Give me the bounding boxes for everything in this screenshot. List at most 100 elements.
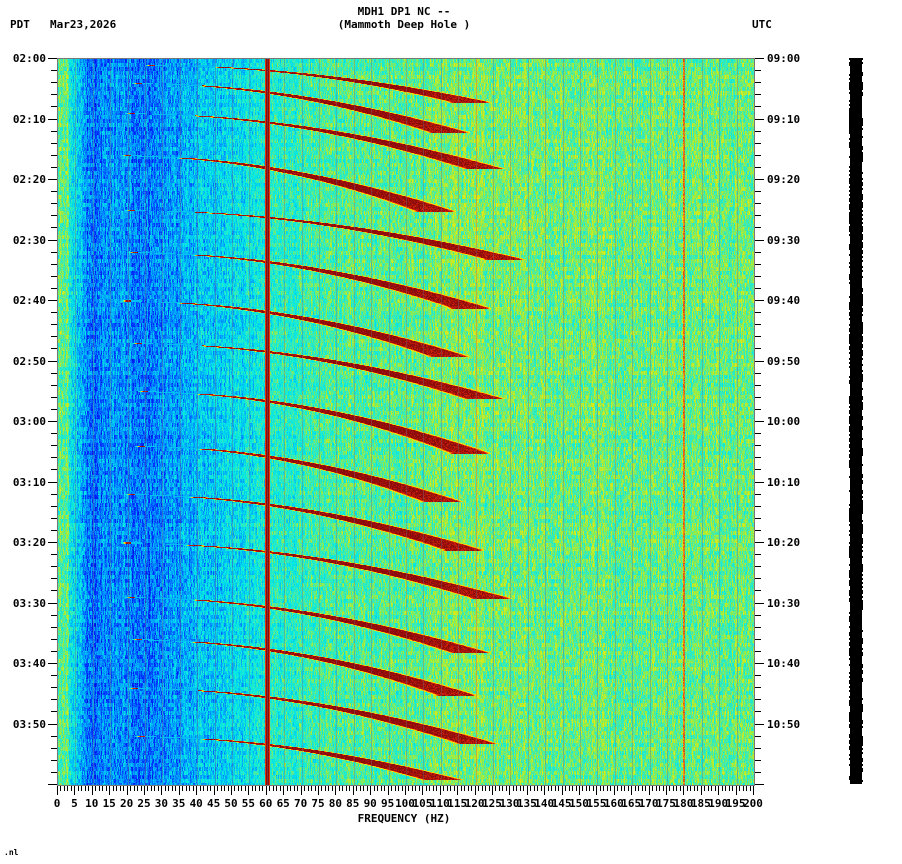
frequency-axis-minor-tick [304,786,305,791]
frequency-axis-minor-tick [200,786,201,791]
frequency-axis-minor-tick [99,786,100,791]
frequency-axis-label: 135 [516,797,537,810]
time-axis-minor-tick [51,336,57,338]
frequency-axis-major-tick [701,786,702,795]
frequency-axis-major-tick [666,786,667,795]
frequency-axis-minor-tick [374,786,375,791]
frequency-axis-label: 5 [71,797,78,810]
time-axis-major-tick [48,421,57,422]
utc-axis-minor-tick [755,263,761,265]
frequency-axis-minor-tick [593,786,594,791]
time-axis-minor-tick [51,590,57,592]
station-title: MDH1 DP1 NC -- [0,5,902,18]
frequency-axis-minor-tick [116,786,117,791]
frequency-axis-minor-tick [106,786,107,791]
time-axis-minor-tick [51,191,57,193]
frequency-axis-minor-tick [558,786,559,791]
time-axis-minor-tick [51,675,57,677]
frequency-axis-minor-tick [436,786,437,791]
frequency-axis-minor-tick [308,786,309,791]
time-axis-label-utc: 10:00 [767,415,801,428]
spectrogram-image [58,59,754,785]
frequency-axis-minor-tick [81,786,82,791]
frequency-axis-minor-tick [551,786,552,791]
frequency-axis-major-tick [753,786,754,795]
frequency-axis-minor-tick [273,786,274,791]
frequency-axis-title: FREQUENCY (HZ) [0,812,902,825]
utc-axis-minor-tick [755,130,761,132]
frequency-axis-label: 110 [429,797,450,810]
utc-axis-minor-tick [755,142,761,144]
frequency-axis-minor-tick [642,786,643,791]
frequency-axis-minor-tick [321,786,322,791]
frequency-axis-minor-tick [450,786,451,791]
frequency-axis-minor-tick [276,786,277,791]
time-axis-minor-tick [51,142,57,144]
time-axis-minor-tick [51,227,57,229]
frequency-axis-minor-tick [280,786,281,791]
time-axis-label-local: 02:50 [12,354,46,368]
corner-artifact-mark: .nl [4,848,19,857]
frequency-axis-minor-tick [673,786,674,791]
frequency-axis-minor-tick [715,786,716,791]
frequency-axis-minor-tick [607,786,608,791]
frequency-axis-label: 160 [603,797,624,810]
frequency-axis-minor-tick [228,786,229,791]
frequency-axis-label: 25 [137,797,151,810]
frequency-axis-minor-tick [207,786,208,791]
utc-axis-minor-tick [755,566,761,568]
station-subtitle: (Mammoth Deep Hole ) [0,18,902,31]
frequency-axis-minor-tick [569,786,570,791]
time-axis-minor-tick [51,614,57,616]
frequency-axis-major-tick [353,786,354,795]
frequency-axis-minor-tick [113,786,114,791]
utc-axis-minor-tick [755,275,761,277]
utc-axis-minor-tick [755,227,761,229]
frequency-axis-minor-tick [541,786,542,791]
frequency-axis-minor-tick [502,786,503,791]
utc-timezone-label: UTC [752,18,772,31]
time-axis-minor-tick [51,747,57,749]
time-axis-minor-tick [51,759,57,761]
frequency-axis-minor-tick [238,786,239,791]
utc-axis-minor-tick [755,324,761,326]
time-axis-label-local: 02:10 [12,112,46,126]
station-title-text: MDH1 DP1 NC -- [357,5,451,18]
utc-axis-minor-tick [755,384,761,386]
time-axis-minor-tick [51,650,57,652]
utc-axis-minor-tick [755,675,761,677]
frequency-axis-minor-tick [429,786,430,791]
time-axis-minor-tick [51,687,57,689]
local-timezone-label: PDT [10,18,30,31]
frequency-axis-minor-tick [645,786,646,791]
time-axis-minor-tick [51,711,57,713]
spectrogram-plot-area[interactable] [57,58,755,786]
frequency-axis-minor-tick [725,786,726,791]
frequency-axis-minor-tick [134,786,135,791]
utc-axis-minor-tick [755,445,761,447]
time-axis-minor-tick [51,312,57,314]
time-axis-major-tick [48,118,57,120]
frequency-axis-minor-tick [426,786,427,791]
time-axis-major-tick [48,542,57,543]
frequency-axis-minor-tick [130,786,131,791]
frequency-axis-label: 180 [673,797,694,810]
frequency-axis-minor-tick [572,786,573,791]
frequency-axis-minor-tick [621,786,622,791]
time-axis-minor-tick [51,324,57,326]
frequency-axis-label: 90 [363,797,377,810]
time-axis-label-local: 03:40 [12,657,46,670]
frequency-axis-minor-tick [433,786,434,791]
utc-axis-minor-tick [755,735,761,737]
frequency-axis-minor-tick [360,786,361,791]
time-axis-minor-tick [51,348,57,350]
time-axis-label-utc: 09:00 [767,52,801,65]
time-axis-minor-tick [51,457,57,459]
frequency-axis-label: 80 [328,797,343,810]
utc-axis-minor-tick [755,215,761,217]
time-axis-minor-tick [51,263,57,265]
utc-axis-minor-tick [755,70,761,72]
saturated-column-bar [848,58,864,784]
frequency-axis-label: 120 [464,797,485,810]
